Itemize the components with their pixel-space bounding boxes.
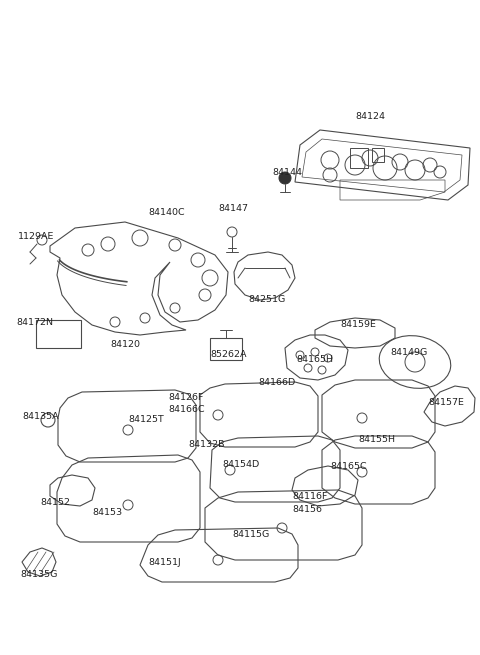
Text: 84149G: 84149G: [390, 348, 427, 357]
Text: 84251G: 84251G: [248, 295, 285, 304]
Text: 84154D: 84154D: [222, 460, 259, 469]
Text: 84132B: 84132B: [188, 440, 225, 449]
Text: 84172N: 84172N: [16, 318, 53, 327]
Text: 84157E: 84157E: [428, 398, 464, 407]
Bar: [36, 320, 81, 348]
Text: 84156: 84156: [292, 505, 322, 514]
Text: 84125T: 84125T: [128, 415, 164, 424]
Text: 84147: 84147: [218, 204, 248, 213]
Text: 84124: 84124: [355, 112, 385, 121]
Text: 84155H: 84155H: [358, 435, 395, 444]
Bar: [372, 148, 384, 162]
Text: 84166D: 84166D: [258, 378, 295, 387]
Text: 84151J: 84151J: [148, 558, 181, 567]
Text: 84165H: 84165H: [296, 355, 333, 364]
Text: 84135G: 84135G: [20, 570, 58, 579]
Text: 84152: 84152: [40, 498, 70, 507]
Text: 85262A: 85262A: [210, 350, 247, 359]
Text: 84116F: 84116F: [292, 492, 327, 501]
Text: 84120: 84120: [110, 340, 140, 349]
Text: 84126F: 84126F: [168, 393, 204, 402]
Bar: [210, 338, 242, 360]
Text: 84144: 84144: [272, 168, 302, 177]
Text: 84166C: 84166C: [168, 405, 204, 414]
Bar: [350, 148, 368, 168]
Text: 84115G: 84115G: [232, 530, 269, 539]
Circle shape: [279, 172, 291, 184]
Text: 84153: 84153: [92, 508, 122, 517]
Text: 84140C: 84140C: [148, 208, 185, 217]
Text: 84159E: 84159E: [340, 320, 376, 329]
Text: 84165C: 84165C: [330, 462, 367, 471]
Text: 1129AE: 1129AE: [18, 232, 54, 241]
Text: 84135A: 84135A: [22, 412, 59, 421]
